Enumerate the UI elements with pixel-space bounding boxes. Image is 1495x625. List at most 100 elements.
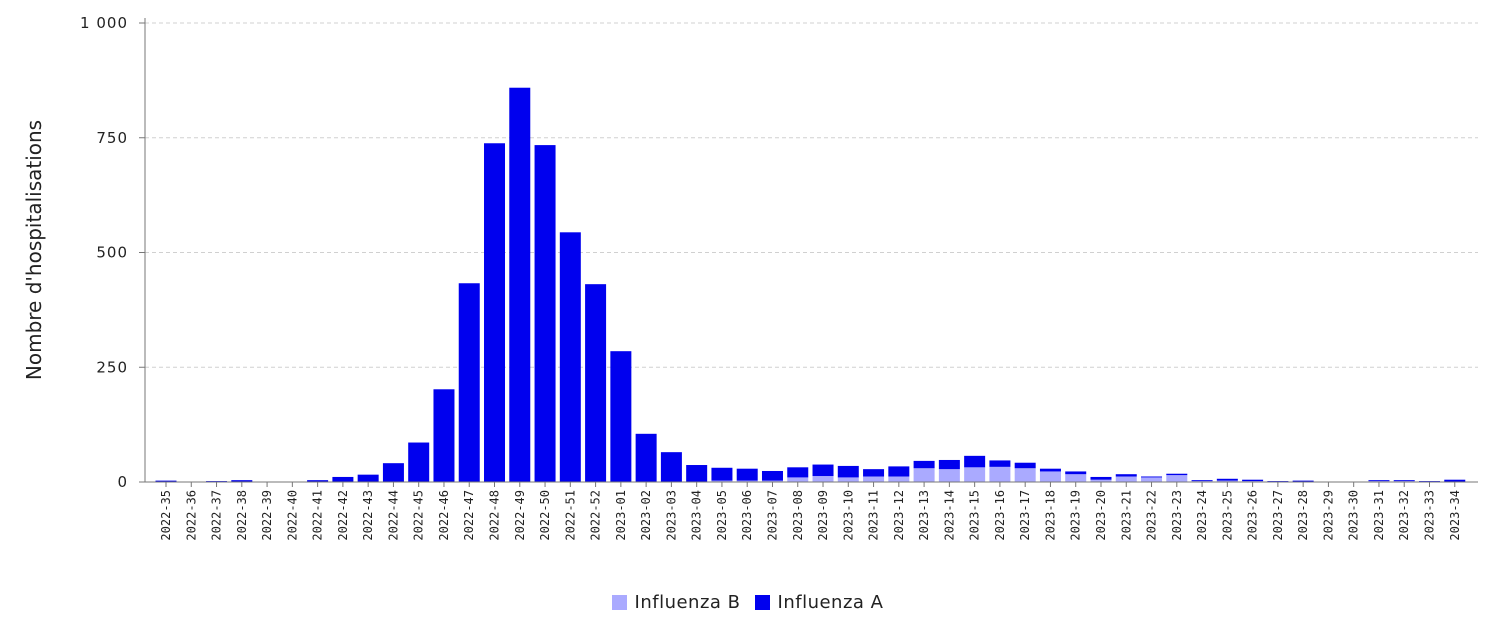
- x-tick-label: 2023-28: [1296, 490, 1310, 541]
- bar-influenza-a: [711, 467, 733, 481]
- bar-influenza-a: [938, 459, 960, 470]
- bar-influenza-b: [938, 469, 960, 482]
- x-tick-label: 2023-11: [867, 490, 881, 541]
- bar-influenza-a: [231, 480, 253, 482]
- bars: [155, 87, 1466, 483]
- bar-influenza-b: [1090, 479, 1112, 482]
- bar-influenza-a: [1141, 476, 1163, 478]
- bar-influenza-a: [559, 232, 581, 482]
- bar-influenza-a: [787, 467, 809, 478]
- bar-influenza-a: [332, 476, 354, 482]
- bar-influenza-a: [812, 464, 834, 477]
- x-tick-label: 2023-23: [1170, 490, 1184, 541]
- bar-influenza-a: [1166, 473, 1188, 476]
- y-axis-label: Nombre d'hospitalisations: [22, 120, 46, 380]
- x-tick-label: 2023-10: [841, 490, 855, 541]
- x-tick-label: 2023-20: [1094, 490, 1108, 541]
- x-tick-label: 2023-30: [1347, 490, 1361, 541]
- x-tick-label: 2023-21: [1119, 490, 1133, 541]
- bar-influenza-b: [736, 480, 758, 482]
- bar-influenza-a: [1191, 480, 1213, 482]
- y-tick-label: 250: [96, 358, 128, 376]
- bar-influenza-b: [761, 480, 783, 482]
- x-tick-label: 2022-42: [336, 490, 350, 541]
- bar-influenza-a: [1242, 479, 1264, 482]
- bar-influenza-a: [458, 283, 480, 482]
- legend-label: Influenza A: [777, 591, 884, 613]
- x-axis-ticks: 2022-35 2022-36 2022-37 2022-38 2022-39 2022-…: [159, 482, 1462, 541]
- x-tick-label: 2023-22: [1145, 490, 1159, 541]
- x-tick-label: 2022-48: [488, 490, 502, 541]
- x-tick-label: 2022-44: [386, 490, 400, 541]
- bar-influenza-a: [989, 460, 1011, 467]
- bar-influenza-b: [711, 480, 733, 482]
- y-tick-label: 1 000: [80, 14, 128, 32]
- x-tick-label: 2022-40: [285, 490, 299, 541]
- x-tick-label: 2023-31: [1372, 490, 1386, 541]
- bar-influenza-a: [1014, 462, 1036, 469]
- bar-influenza-a: [686, 465, 708, 482]
- x-tick-label: 2023-07: [765, 490, 779, 541]
- bar-influenza-a: [660, 452, 682, 482]
- x-tick-label: 2023-05: [715, 490, 729, 541]
- bar-influenza-b: [1014, 468, 1036, 482]
- legend-item[interactable]: Influenza B: [611, 591, 741, 613]
- bar-influenza-b: [1065, 474, 1087, 482]
- bar-influenza-a: [585, 284, 607, 482]
- legend-swatch: [754, 594, 770, 610]
- bar-influenza-a: [888, 466, 910, 477]
- bar-influenza-a: [1115, 474, 1137, 477]
- bar-influenza-a: [1393, 480, 1415, 482]
- x-tick-label: 2023-27: [1271, 490, 1285, 541]
- bar-influenza-a: [863, 469, 885, 477]
- x-tick-label: 2023-34: [1448, 490, 1462, 541]
- x-tick-label: 2023-06: [740, 490, 754, 541]
- x-tick-label: 2022-49: [513, 490, 527, 541]
- bar-influenza-a: [1039, 468, 1061, 472]
- bar-influenza-a: [1292, 480, 1314, 482]
- x-tick-label: 2022-36: [184, 490, 198, 541]
- bar-influenza-a: [1368, 480, 1390, 482]
- bar-influenza-a: [635, 433, 657, 482]
- x-tick-label: 2022-38: [235, 490, 249, 541]
- bar-influenza-a: [484, 143, 506, 482]
- bar-influenza-a: [964, 455, 986, 468]
- bar-influenza-a: [1444, 479, 1466, 482]
- legend-item[interactable]: Influenza A: [754, 591, 884, 613]
- bar-influenza-b: [812, 476, 834, 482]
- x-tick-label: 2023-13: [917, 490, 931, 541]
- legend-label: Influenza B: [634, 591, 741, 613]
- x-tick-label: 2023-08: [791, 490, 805, 541]
- x-tick-label: 2023-12: [892, 490, 906, 541]
- bar-influenza-a: [1065, 471, 1087, 475]
- y-tick-label: 750: [96, 129, 128, 147]
- bar-influenza-a: [610, 351, 632, 482]
- bar-influenza-a: [408, 442, 430, 482]
- x-tick-label: 2023-14: [942, 490, 956, 541]
- y-tick-label: 0: [117, 473, 128, 491]
- x-tick-label: 2022-47: [462, 490, 476, 541]
- bar-influenza-a: [357, 474, 379, 482]
- x-tick-label: 2022-43: [361, 490, 375, 541]
- x-tick-label: 2023-26: [1246, 490, 1260, 541]
- bar-influenza-a: [534, 145, 556, 482]
- bar-influenza-b: [989, 466, 1011, 482]
- x-tick-label: 2022-51: [563, 490, 577, 541]
- x-tick-label: 2022-35: [159, 490, 173, 541]
- bar-influenza-b: [1039, 471, 1061, 482]
- x-tick-label: 2023-03: [664, 490, 678, 541]
- x-tick-label: 2023-19: [1069, 490, 1083, 541]
- x-tick-label: 2022-50: [538, 490, 552, 541]
- bar-influenza-a: [382, 463, 404, 482]
- x-tick-label: 2023-09: [816, 490, 830, 541]
- bar-influenza-a: [1090, 476, 1112, 480]
- x-tick-label: 2023-33: [1423, 490, 1437, 541]
- bar-influenza-a: [1216, 478, 1238, 481]
- bar-influenza-a: [307, 480, 329, 482]
- gridlines: [145, 22, 1478, 368]
- x-tick-label: 2022-52: [589, 490, 603, 541]
- x-tick-label: 2023-04: [690, 490, 704, 541]
- x-tick-label: 2022-46: [437, 490, 451, 541]
- bar-influenza-a: [913, 460, 935, 469]
